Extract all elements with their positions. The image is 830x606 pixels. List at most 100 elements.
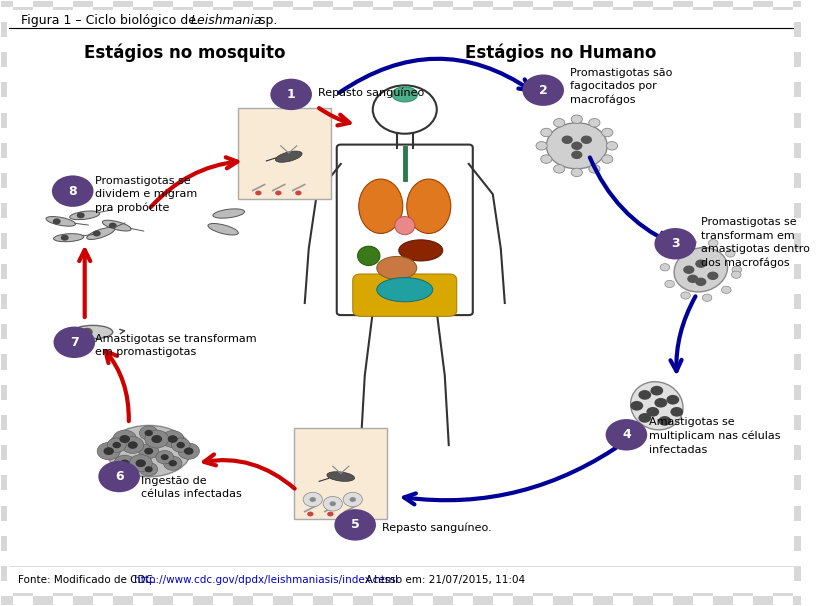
Circle shape	[93, 230, 100, 236]
Bar	[273, 52, 293, 67]
Bar	[413, 37, 432, 52]
Bar	[493, 521, 513, 536]
Bar	[693, 158, 713, 173]
Bar	[193, 203, 212, 218]
Ellipse shape	[46, 216, 76, 226]
Bar	[73, 505, 93, 521]
Text: 4: 4	[622, 428, 631, 441]
Bar	[73, 22, 93, 37]
Bar	[432, 173, 453, 188]
Bar	[653, 370, 673, 385]
Bar	[813, 339, 830, 355]
Bar	[93, 188, 113, 203]
Circle shape	[120, 435, 130, 443]
Bar	[813, 98, 830, 113]
Bar	[73, 475, 93, 490]
Bar	[232, 52, 253, 67]
Bar	[32, 173, 52, 188]
Bar	[333, 98, 353, 113]
Bar	[353, 143, 373, 158]
Bar	[533, 551, 553, 566]
Bar	[513, 82, 533, 98]
Bar	[212, 430, 232, 445]
Ellipse shape	[73, 325, 113, 339]
Bar	[133, 7, 153, 22]
Circle shape	[327, 511, 334, 516]
Bar	[473, 173, 493, 188]
Bar	[353, 294, 373, 309]
Bar	[293, 339, 313, 355]
Bar	[212, 521, 232, 536]
Bar	[432, 445, 453, 460]
Ellipse shape	[276, 151, 302, 162]
Bar	[273, 82, 293, 98]
Bar	[373, 218, 393, 233]
Bar	[713, 505, 733, 521]
Bar	[733, 490, 753, 505]
Bar	[453, 218, 473, 233]
Bar	[373, 7, 393, 22]
Circle shape	[61, 235, 69, 241]
Bar	[613, 37, 632, 52]
Bar	[32, 294, 52, 309]
Bar	[653, 67, 673, 82]
Ellipse shape	[327, 471, 354, 481]
Text: Promastigotas são
fagocitados por
macrofágos: Promastigotas são fagocitados por macrof…	[570, 68, 673, 105]
Bar	[212, 460, 232, 475]
Bar	[733, 7, 753, 22]
Bar	[793, 355, 813, 370]
Bar	[632, 415, 653, 430]
Bar	[333, 490, 353, 505]
Bar	[0, 82, 12, 98]
Bar	[773, 339, 793, 355]
Circle shape	[660, 264, 670, 271]
Bar	[693, 309, 713, 324]
Bar	[193, 0, 212, 7]
Bar	[473, 52, 493, 67]
Circle shape	[310, 497, 316, 502]
Bar	[613, 67, 632, 82]
Bar	[73, 566, 93, 581]
Bar	[273, 566, 293, 581]
Bar	[432, 143, 453, 158]
Bar	[673, 475, 693, 490]
Bar	[313, 355, 333, 370]
Bar	[333, 400, 353, 415]
Bar	[673, 173, 693, 188]
Circle shape	[638, 390, 652, 400]
Bar	[253, 581, 273, 596]
Bar	[593, 22, 613, 37]
Bar	[753, 355, 773, 370]
Text: Promastigotas se
transformam em
amastigotas dentro
dos macrofágos: Promastigotas se transformam em amastigo…	[701, 218, 810, 268]
Circle shape	[581, 136, 592, 144]
Bar	[753, 203, 773, 218]
Bar	[673, 385, 693, 400]
Bar	[613, 7, 632, 22]
Bar	[0, 566, 12, 581]
Text: http://www.cdc.gov/dpdx/leishmaniasis/index.html: http://www.cdc.gov/dpdx/leishmaniasis/in…	[134, 575, 398, 585]
Circle shape	[323, 496, 342, 511]
Bar	[253, 98, 273, 113]
Circle shape	[588, 165, 600, 173]
Bar	[513, 173, 533, 188]
Bar	[12, 279, 32, 294]
Bar	[733, 400, 753, 415]
Bar	[212, 581, 232, 596]
Bar	[253, 128, 273, 143]
Bar	[93, 430, 113, 445]
Bar	[573, 158, 593, 173]
Bar	[613, 430, 632, 445]
Bar	[632, 203, 653, 218]
Bar	[0, 324, 12, 339]
Bar	[653, 158, 673, 173]
Bar	[73, 264, 93, 279]
Bar	[32, 445, 52, 460]
Bar	[773, 158, 793, 173]
Bar	[533, 400, 553, 415]
Bar	[713, 294, 733, 309]
Bar	[473, 415, 493, 430]
Bar	[653, 400, 673, 415]
Bar	[573, 7, 593, 22]
Bar	[253, 521, 273, 536]
Bar	[32, 0, 52, 7]
